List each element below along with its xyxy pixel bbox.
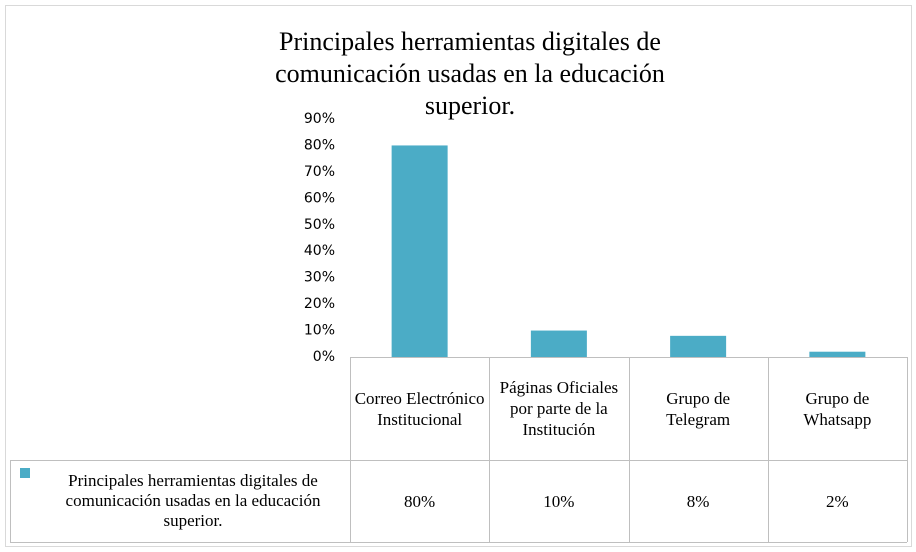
y-tick-label: 30% bbox=[304, 270, 335, 286]
x-tick-label: Grupo de Whatsapp bbox=[803, 388, 872, 429]
y-tick-label: 0% bbox=[313, 349, 335, 365]
y-tick-label: 10% bbox=[304, 323, 335, 339]
x-tick-label: Grupo de Telegram bbox=[666, 388, 731, 429]
y-tick-label: 20% bbox=[304, 296, 335, 312]
bar bbox=[391, 145, 448, 357]
x-tick-label: Páginas Oficiales por parte de la Instit… bbox=[499, 378, 619, 439]
data-table-value: 10% bbox=[543, 491, 575, 511]
legend-label: Principales herramientas digitales de co… bbox=[65, 471, 321, 530]
y-tick-label: 80% bbox=[304, 137, 335, 153]
bar bbox=[809, 351, 866, 357]
y-tick-label: 70% bbox=[304, 164, 335, 180]
y-tick-label: 50% bbox=[304, 217, 335, 233]
bar bbox=[530, 330, 587, 357]
chart-title: Principales herramientas digitales de co… bbox=[275, 27, 665, 120]
bar bbox=[670, 335, 727, 357]
y-tick-label: 60% bbox=[304, 190, 335, 206]
y-tick-label: 40% bbox=[304, 243, 335, 259]
data-table-value: 8% bbox=[686, 491, 710, 511]
y-tick-label: 90% bbox=[304, 111, 335, 127]
data-table-value: 2% bbox=[826, 491, 849, 511]
data-table-value: 80% bbox=[404, 491, 436, 511]
x-tick-label: Correo Electrónico Institucional bbox=[354, 388, 485, 429]
chart-border bbox=[5, 5, 912, 547]
legend-swatch bbox=[20, 468, 30, 478]
